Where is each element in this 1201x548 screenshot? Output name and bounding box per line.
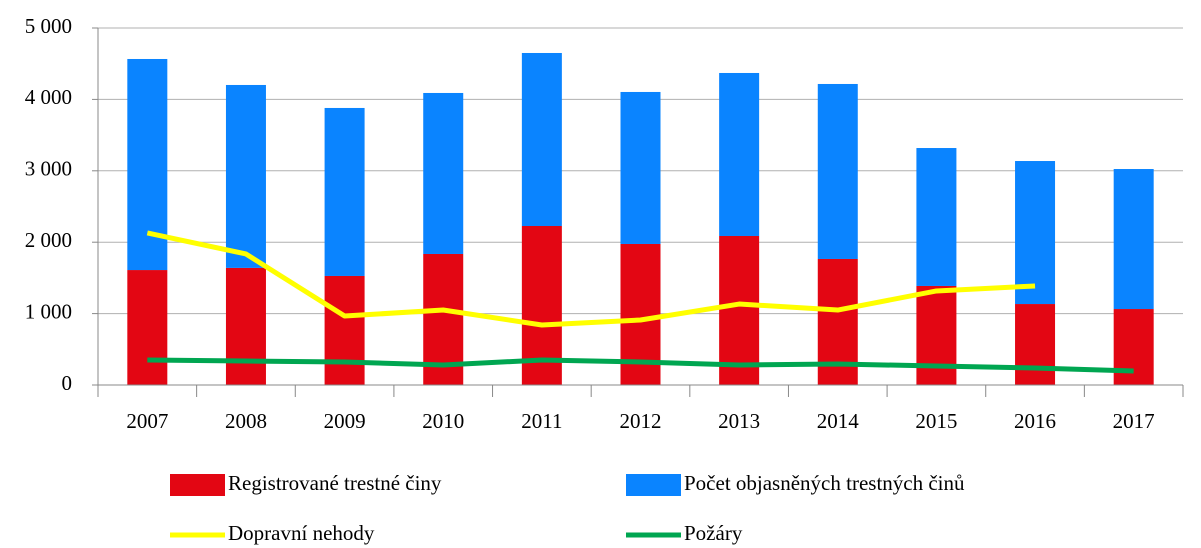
bar	[324, 107, 365, 276]
bar	[817, 83, 858, 259]
x-tick-label: 2010	[422, 409, 464, 433]
bar	[423, 92, 464, 254]
legend-label: Dopravní nehody	[228, 521, 375, 545]
bar	[916, 285, 957, 385]
x-tick-label: 2007	[126, 409, 168, 433]
bar	[1015, 161, 1056, 305]
y-tick-label: 5 000	[25, 14, 72, 38]
x-tick-label: 2016	[1014, 409, 1056, 433]
x-tick-label: 2014	[817, 409, 860, 433]
bar	[719, 235, 760, 385]
y-tick-label: 4 000	[25, 85, 72, 109]
legend-label: Počet objasněných trestných činů	[684, 471, 965, 495]
x-tick-label: 2013	[718, 409, 760, 433]
legend-label: Požáry	[684, 521, 743, 545]
bar	[127, 270, 168, 385]
bar	[324, 275, 365, 385]
x-tick-label: 2015	[915, 409, 957, 433]
bar	[1015, 304, 1056, 385]
bar	[719, 72, 760, 236]
x-tick-label: 2011	[521, 409, 562, 433]
y-tick-label: 2 000	[25, 228, 72, 252]
y-tick-label: 0	[62, 371, 73, 395]
legend-label: Registrované trestné činy	[228, 471, 442, 495]
x-tick-label: 2012	[620, 409, 662, 433]
bar	[916, 148, 957, 286]
bar	[225, 267, 266, 385]
y-tick-label: 3 000	[25, 157, 72, 181]
bar	[620, 91, 661, 244]
x-tick-label: 2009	[324, 409, 366, 433]
x-tick-label: 2008	[225, 409, 267, 433]
y-tick-label: 1 000	[25, 299, 72, 323]
line-series	[146, 230, 1036, 328]
bar	[1113, 309, 1154, 385]
legend-swatch	[170, 474, 225, 496]
bar	[521, 52, 562, 226]
line-series	[147, 357, 1134, 374]
legend-swatch	[626, 474, 681, 496]
bar	[1113, 169, 1154, 310]
bar	[225, 84, 266, 268]
x-tick-label: 2017	[1113, 409, 1155, 433]
